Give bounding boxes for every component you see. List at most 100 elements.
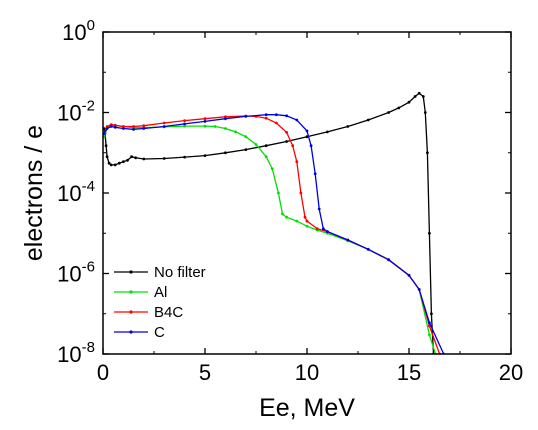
data-point: [105, 125, 109, 128]
data-point: [295, 118, 299, 122]
data-point: [346, 238, 350, 242]
data-point: [275, 121, 278, 125]
data-point: [417, 91, 421, 95]
data-point: [132, 125, 136, 128]
legend-marker: [129, 330, 133, 334]
data-point: [162, 125, 166, 128]
data-point: [397, 106, 401, 110]
data-point: [183, 124, 187, 128]
legend-label: C: [154, 324, 165, 341]
x-tick-label: 20: [499, 360, 523, 385]
data-point: [346, 125, 350, 128]
data-point: [203, 117, 207, 121]
data-point: [244, 148, 248, 152]
data-point: [326, 130, 329, 134]
data-point: [387, 111, 390, 114]
legend-label: B4C: [154, 304, 183, 321]
x-axis-title: Ee, MeV: [259, 394, 355, 422]
data-point: [183, 119, 187, 122]
data-point: [109, 163, 113, 167]
ticks-layer: [102, 31, 512, 355]
data-point: [430, 312, 433, 316]
data-point: [126, 158, 129, 162]
data-point: [254, 143, 258, 146]
data-point: [105, 155, 109, 159]
data-point: [122, 127, 125, 130]
data-point: [317, 207, 321, 211]
data-point: [122, 160, 125, 164]
data-point: [162, 121, 166, 125]
data-point: [109, 125, 113, 128]
data-point: [264, 113, 268, 117]
data-point: [203, 154, 207, 158]
data-point: [303, 215, 307, 219]
legend-label: Al: [154, 284, 167, 301]
data-point: [313, 172, 317, 176]
data-point: [130, 155, 134, 159]
x-tick-label: 0: [97, 360, 109, 385]
data-point: [162, 157, 166, 160]
data-point: [299, 191, 303, 195]
data-point: [134, 156, 138, 160]
data-point: [285, 114, 288, 118]
data-point: [213, 125, 217, 128]
data-point: [113, 163, 117, 167]
data-point: [305, 135, 309, 139]
data-point: [413, 95, 417, 98]
data-point: [326, 230, 329, 234]
data-point: [315, 227, 319, 231]
y-axis-title: electrons / e: [20, 125, 48, 261]
data-point: [270, 167, 274, 171]
y-tick-label: 10-8: [57, 339, 95, 367]
data-point: [407, 100, 411, 104]
data-point: [244, 135, 248, 139]
data-point: [234, 130, 238, 134]
legend-label: No filter: [154, 264, 206, 281]
data-point: [224, 151, 227, 155]
data-point: [366, 118, 370, 122]
data-point: [107, 161, 111, 165]
x-tick-label: 5: [199, 360, 211, 385]
data-point: [275, 113, 278, 117]
data-point: [142, 124, 146, 128]
data-point: [224, 117, 227, 121]
y-tick-label: 100: [62, 17, 95, 45]
data-point: [285, 215, 288, 219]
data-point: [321, 227, 325, 231]
data-point: [305, 129, 309, 133]
data-point: [183, 122, 187, 126]
data-point: [407, 273, 411, 277]
data-point: [309, 144, 313, 148]
data-point: [264, 116, 268, 120]
data-point: [264, 144, 268, 148]
data-point: [428, 321, 431, 325]
data-point: [203, 124, 207, 128]
y-tick-label: 10-2: [57, 98, 95, 126]
data-point: [387, 258, 390, 262]
data-point: [423, 111, 427, 114]
x-tick-label: 10: [295, 360, 319, 385]
data-point: [142, 157, 146, 161]
data-point: [277, 191, 280, 195]
data-point: [417, 288, 421, 291]
data-point: [224, 127, 227, 130]
data-point: [104, 144, 108, 148]
legend: No filter Al B4C C: [114, 264, 206, 341]
data-point: [264, 155, 268, 159]
data-point: [421, 95, 425, 98]
data-point: [285, 140, 288, 143]
data-point: [305, 224, 309, 228]
data-point: [183, 155, 187, 159]
data-point: [428, 231, 431, 235]
data-point: [113, 125, 117, 129]
data-point: [203, 120, 207, 123]
data-point: [426, 151, 429, 155]
data-point: [281, 212, 284, 216]
series-layer: [103, 91, 446, 354]
data-point: [291, 144, 295, 148]
data-point: [295, 160, 299, 164]
data-point: [305, 219, 309, 223]
data-point: [113, 123, 117, 127]
data-point: [295, 219, 299, 223]
